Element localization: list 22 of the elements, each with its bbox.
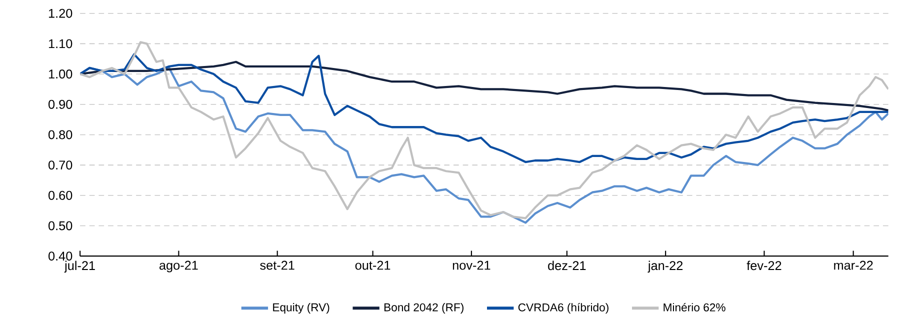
y-tick-label: 1.10: [48, 39, 72, 48]
x-tick-label: dez-21: [548, 260, 586, 270]
y-tick-label: 1.00: [48, 69, 72, 78]
y-tick-label: 1.20: [48, 8, 72, 18]
y-tick-label: 0.70: [48, 160, 72, 170]
x-tick-label: jul-21: [64, 260, 95, 273]
x-tick-label: out-21: [355, 260, 390, 270]
y-tick-label: 0.40: [48, 252, 72, 261]
y-tick-label: 0.80: [48, 130, 72, 140]
y-tick-label: 0.90: [48, 100, 72, 109]
x-tick-label: set-21: [260, 260, 294, 270]
x-tick-label: nov-21: [452, 260, 490, 270]
x-tick-label: fev-22: [746, 260, 782, 270]
legend-label: CVRDA6 (híbrido): [518, 302, 608, 314]
y-tick-label: 0.50: [48, 221, 72, 230]
legend-label: Equity (RV): [273, 302, 330, 314]
y-tick-label: 0.60: [48, 190, 72, 200]
x-tick-label: mar-22: [834, 260, 873, 270]
x-tick-label: ago-21: [160, 260, 198, 272]
x-tick-label: jan-22: [648, 260, 683, 273]
legend-label: Bond 2042 (RF): [384, 302, 464, 314]
legend-label: Minério 62%: [664, 302, 726, 312]
